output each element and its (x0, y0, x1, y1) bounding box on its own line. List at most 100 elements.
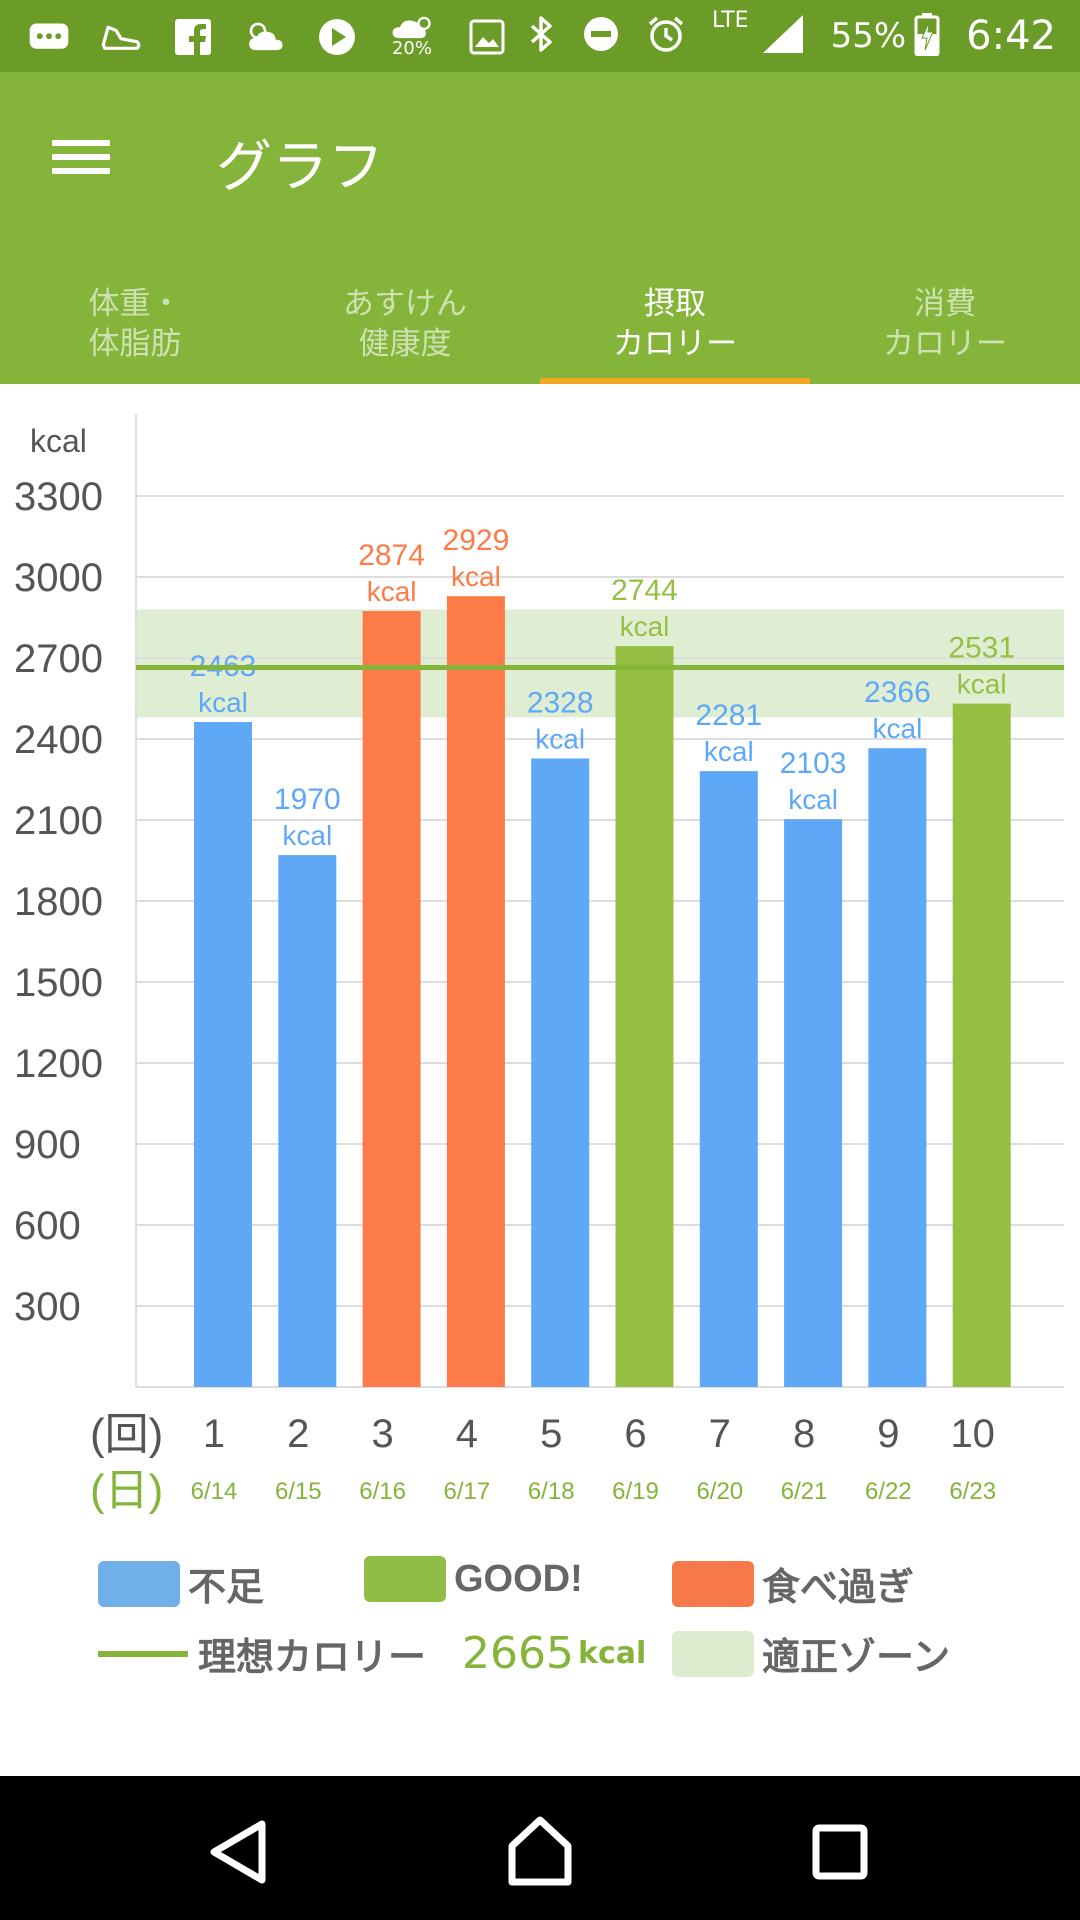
y-axis-unit-label: kcal (30, 423, 87, 459)
date-tick-label: 6/19 (612, 1478, 659, 1505)
legend-good-swatch (364, 1556, 446, 1602)
y-tick-label: 600 (14, 1204, 81, 1248)
bar-value-label: 2328 (527, 686, 594, 719)
x-tick-label: 5 (540, 1412, 562, 1456)
bar-unit-label: kcal (620, 611, 670, 642)
image-icon (466, 16, 508, 58)
date-tick-label: 6/17 (444, 1478, 491, 1505)
x-tick-label: 6 (624, 1412, 646, 1456)
x-tick-label: 4 (456, 1412, 478, 1456)
tab-label-line1: あすけん (343, 286, 467, 322)
back-triangle-icon[interactable] (200, 1812, 280, 1892)
do-not-disturb-icon (582, 15, 620, 57)
legend-overeat-swatch (672, 1560, 754, 1607)
legend-zone-label: 適正ゾーン (762, 1637, 951, 1679)
bar-value-label: 1970 (274, 783, 341, 816)
date-tick-label: 6/16 (359, 1478, 406, 1505)
bar-10 (952, 703, 1011, 1387)
tab-label-line1: 体重・ (88, 286, 182, 322)
date-tick-label: 6/14 (191, 1478, 238, 1505)
bar-unit-label: kcal (451, 561, 501, 592)
bar-2 (278, 855, 337, 1387)
tab-calorie-burned[interactable]: 消費 カロリー (810, 264, 1080, 384)
signal-icon (761, 13, 805, 59)
y-tick-label: 1800 (14, 880, 103, 924)
page-title: グラフ (216, 135, 384, 200)
bar-value-label: 2874 (358, 539, 425, 572)
facebook-icon (172, 16, 214, 58)
bar-4 (446, 596, 505, 1387)
network-type-label: LTE (712, 8, 749, 33)
legend-ideal-unit: kcal (578, 1636, 647, 1671)
x-tick-label: 1 (203, 1412, 225, 1456)
bar-7 (699, 771, 758, 1387)
calorie-chart: 300 600 900 1200 1500 1800 2100 2400 2700 3000 330… (0, 384, 1080, 1774)
battery-percent: 55% (830, 16, 907, 56)
x-tick-label: 10 (950, 1412, 995, 1456)
legend-ideal-calorie: 理想カロリー 2665 kcal (98, 1626, 646, 1681)
notification-icons: 20% (28, 12, 508, 62)
navigation-bar (0, 1776, 1080, 1920)
legend-ideal-label: 理想カロリー (198, 1637, 427, 1679)
bar-value-label: 2103 (780, 747, 847, 780)
y-tick-label: 300 (14, 1285, 81, 1329)
legend-zone-swatch (672, 1630, 754, 1677)
tab-label-line2: カロリー (613, 326, 737, 362)
tab-label-line2: 体脂肪 (88, 326, 182, 362)
x-tick-label: 8 (793, 1412, 815, 1456)
legend-overeat: 食べ過ぎ (672, 1556, 914, 1611)
chart-legend: 不足 GOOD! 食べ過ぎ 理想カロリー 2665 kcal 適正ゾーン (0, 1540, 1080, 1700)
date-row-label: (日) (90, 1466, 163, 1515)
bar-unit-label: kcal (704, 736, 754, 767)
hamburger-menu-icon[interactable] (52, 132, 116, 196)
bar-value-label: 2366 (864, 676, 931, 709)
date-tick-label: 6/15 (275, 1478, 322, 1505)
bar-unit-label: kcal (198, 687, 248, 718)
x-tick-label: 7 (709, 1412, 731, 1456)
date-tick-label: 6/20 (696, 1478, 743, 1505)
messages-icon (28, 16, 70, 58)
date-tick-label: 6/21 (781, 1478, 828, 1505)
tab-label-line2: 健康度 (358, 326, 452, 362)
legend-good-label: GOOD! (454, 1557, 583, 1600)
date-tick-label: 6/22 (865, 1478, 912, 1505)
bar-1 (194, 721, 252, 1387)
legend-ideal-value: 2665 (462, 1628, 574, 1679)
bar-value-label: 2744 (611, 574, 678, 607)
battery-icon (914, 12, 940, 60)
y-tick-label: 3300 (14, 475, 103, 519)
alarm-icon (646, 14, 686, 58)
y-tick-label: 3000 (14, 556, 103, 600)
y-tick-label: 1200 (14, 1042, 103, 1086)
appropriate-zone-band (136, 609, 1064, 718)
legend-good: GOOD! (364, 1556, 583, 1602)
bar-value-label: 2281 (695, 699, 762, 732)
weather-percent-text: 20% (391, 38, 432, 59)
bar-unit-label: kcal (873, 713, 923, 744)
tab-weight-body-fat[interactable]: 体重・ 体脂肪 (0, 264, 270, 384)
bar-unit-label: kcal (282, 820, 332, 851)
y-tick-label: 2700 (14, 637, 103, 681)
legend-zone: 適正ゾーン (672, 1626, 950, 1681)
recents-square-icon[interactable] (800, 1812, 880, 1892)
bar-9 (868, 748, 927, 1387)
bar-8 (784, 819, 843, 1387)
tab-bar: 体重・ 体脂肪 あすけん 健康度 摂取 カロリー 消費 カロリー (0, 264, 1080, 384)
calorie-bar-chart: 300 600 900 1200 1500 1800 2100 2400 2700 3000 330… (14, 414, 1064, 1515)
y-tick-label: 900 (14, 1123, 81, 1167)
bar-6 (615, 646, 674, 1387)
legend-overeat-label: 食べ過ぎ (762, 1567, 915, 1609)
home-icon[interactable] (500, 1812, 580, 1892)
y-tick-label: 2400 (14, 718, 103, 762)
tab-calorie-intake[interactable]: 摂取 カロリー (540, 264, 810, 384)
y-tick-label: 2100 (14, 799, 103, 843)
date-tick-label: 6/23 (949, 1478, 996, 1505)
bluetooth-icon (526, 14, 556, 58)
bar-5 (531, 758, 590, 1387)
bar-value-label: 2929 (443, 524, 510, 557)
tab-asken-health[interactable]: あすけん 健康度 (270, 264, 540, 384)
x-tick-label: 2 (287, 1412, 309, 1456)
legend-shortage-swatch (98, 1560, 180, 1607)
clock: 6:42 (966, 13, 1056, 59)
system-status: LTE 55% 6:42 (526, 0, 1056, 72)
